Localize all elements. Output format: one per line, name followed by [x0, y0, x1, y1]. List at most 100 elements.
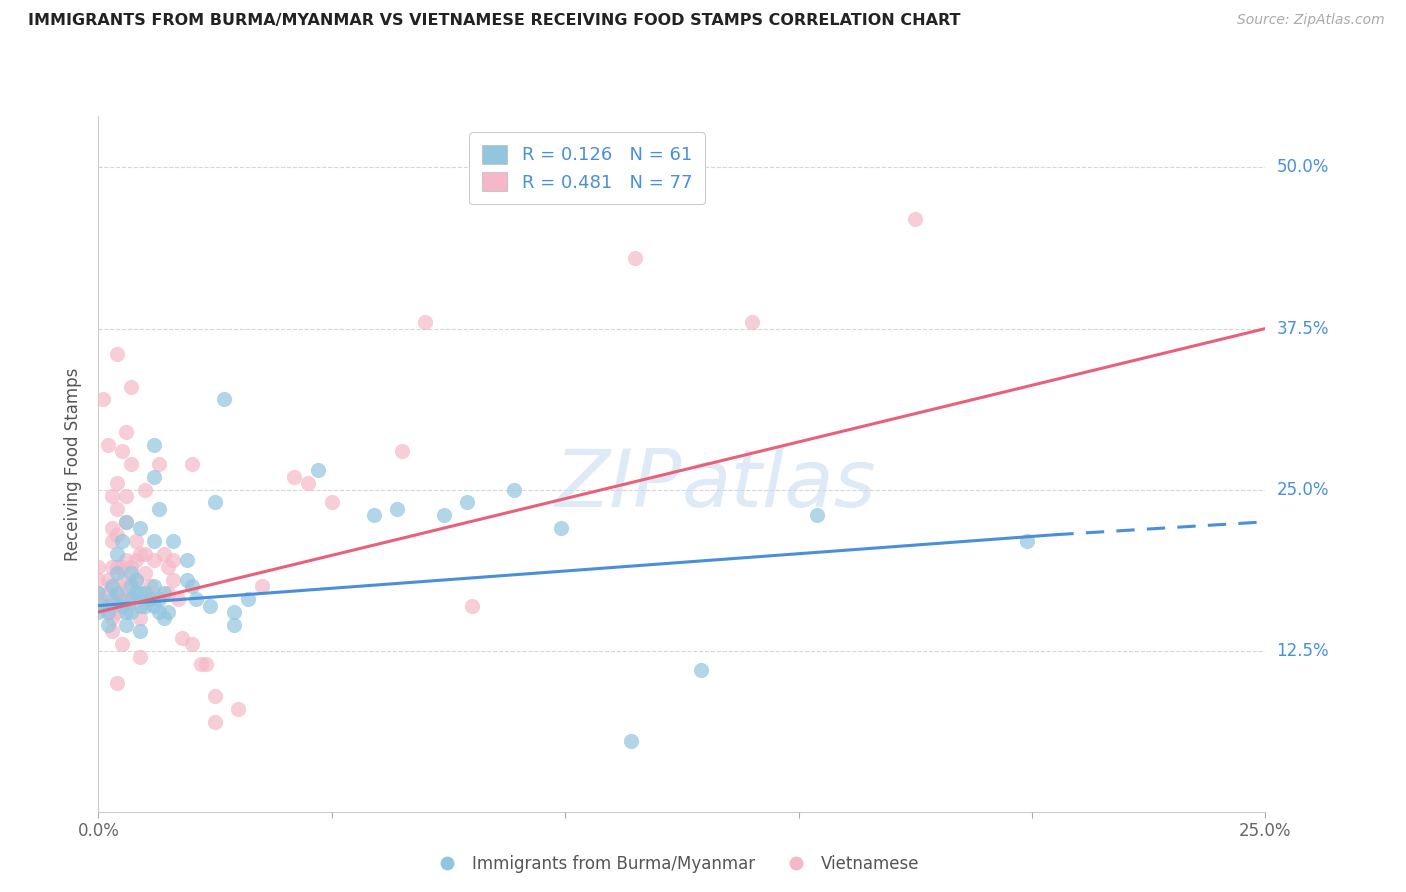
Point — [550, 521, 572, 535]
Point — [101, 579, 124, 593]
Point — [120, 592, 142, 607]
Point — [200, 599, 222, 613]
Point — [157, 585, 180, 599]
Point — [148, 457, 170, 471]
Point — [105, 676, 128, 690]
Point — [433, 508, 456, 523]
Point — [105, 605, 128, 619]
Point — [456, 495, 478, 509]
Point — [105, 502, 128, 516]
Point — [125, 534, 148, 549]
Point — [391, 444, 413, 458]
Point — [101, 579, 124, 593]
Point — [1017, 534, 1039, 549]
Point — [97, 605, 120, 619]
Point — [134, 599, 156, 613]
Point — [111, 599, 134, 613]
Point — [139, 592, 162, 607]
Point — [134, 547, 156, 561]
Point — [97, 437, 120, 451]
Point — [111, 637, 134, 651]
Point — [129, 650, 152, 665]
Point — [97, 605, 120, 619]
Point — [162, 534, 184, 549]
Point — [120, 560, 142, 574]
Point — [97, 618, 120, 632]
Point — [180, 637, 202, 651]
Point — [120, 579, 142, 593]
Point — [101, 611, 124, 625]
Point — [624, 251, 647, 265]
Point — [904, 212, 927, 227]
Point — [307, 463, 329, 477]
Point — [166, 592, 188, 607]
Point — [297, 476, 319, 491]
Point — [105, 527, 128, 541]
Point — [101, 534, 124, 549]
Point — [129, 547, 152, 561]
Point — [148, 605, 170, 619]
Point — [143, 553, 166, 567]
Point — [143, 534, 166, 549]
Point — [129, 599, 152, 613]
Point — [152, 585, 174, 599]
Point — [134, 483, 156, 497]
Point — [461, 599, 484, 613]
Point — [172, 631, 194, 645]
Point — [111, 560, 134, 574]
Point — [120, 379, 142, 393]
Point — [91, 599, 114, 613]
Point — [283, 469, 305, 483]
Point — [162, 573, 184, 587]
Point — [105, 547, 128, 561]
Point — [143, 579, 166, 593]
Point — [228, 701, 250, 715]
Point — [176, 573, 198, 587]
Point — [250, 579, 273, 593]
Point — [87, 560, 110, 574]
Point — [143, 437, 166, 451]
Point — [115, 579, 138, 593]
Point — [111, 534, 134, 549]
Point — [101, 521, 124, 535]
Point — [152, 611, 174, 625]
Point — [115, 425, 138, 439]
Point — [619, 734, 641, 748]
Text: Source: ZipAtlas.com: Source: ZipAtlas.com — [1237, 13, 1385, 28]
Point — [115, 515, 138, 529]
Point — [115, 618, 138, 632]
Point — [111, 444, 134, 458]
Point — [143, 469, 166, 483]
Point — [741, 315, 763, 329]
Point — [97, 585, 120, 599]
Point — [105, 476, 128, 491]
Point — [105, 347, 128, 361]
Point — [87, 585, 110, 599]
Point — [105, 585, 128, 599]
Point — [101, 592, 124, 607]
Point — [101, 599, 124, 613]
Point — [222, 605, 245, 619]
Point — [115, 489, 138, 503]
Point — [176, 553, 198, 567]
Point — [87, 585, 110, 599]
Point — [162, 553, 184, 567]
Point — [97, 573, 120, 587]
Point — [111, 573, 134, 587]
Point — [194, 657, 217, 671]
Text: 37.5%: 37.5% — [1277, 319, 1329, 337]
Point — [385, 502, 408, 516]
Point — [129, 585, 152, 599]
Legend: R = 0.126   N = 61, R = 0.481   N = 77: R = 0.126 N = 61, R = 0.481 N = 77 — [470, 132, 704, 204]
Point — [204, 495, 226, 509]
Point — [120, 566, 142, 581]
Point — [105, 585, 128, 599]
Point — [105, 566, 128, 581]
Point — [120, 592, 142, 607]
Point — [101, 624, 124, 639]
Point — [125, 553, 148, 567]
Point — [139, 579, 162, 593]
Point — [129, 624, 152, 639]
Y-axis label: Receiving Food Stamps: Receiving Food Stamps — [65, 368, 83, 560]
Point — [139, 592, 162, 607]
